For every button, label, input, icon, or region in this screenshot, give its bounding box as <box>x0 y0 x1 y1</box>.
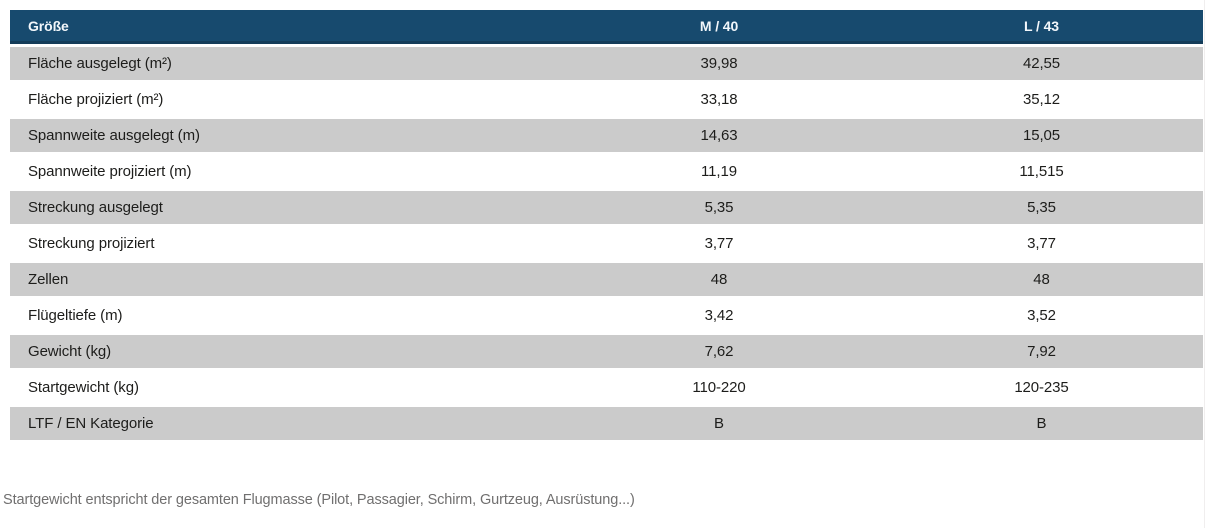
page-column-divider <box>1204 0 1205 528</box>
spec-value-cell: 14,63 <box>558 119 880 152</box>
spec-value-cell: 120-235 <box>880 371 1203 404</box>
spec-value-cell: 42,55 <box>880 47 1203 80</box>
spec-value-cell: 33,18 <box>558 83 880 116</box>
spec-value-cell: 11,19 <box>558 155 880 188</box>
spec-value-cell: 3,77 <box>880 227 1203 260</box>
glider-spec-table: Größe M / 40 L / 43 Fläche ausgelegt (m²… <box>10 7 1203 443</box>
spec-label-cell: Spannweite projiziert (m) <box>10 155 558 188</box>
spec-value-cell: B <box>880 407 1203 440</box>
spec-label-cell: Spannweite ausgelegt (m) <box>10 119 558 152</box>
table-row: Spannweite projiziert (m) 11,19 11,515 <box>10 155 1203 188</box>
spec-value-cell: 11,515 <box>880 155 1203 188</box>
column-header-l43: L / 43 <box>880 10 1203 44</box>
spec-value-cell: 39,98 <box>558 47 880 80</box>
spec-value-cell: 3,42 <box>558 299 880 332</box>
spec-label-cell: Fläche ausgelegt (m²) <box>10 47 558 80</box>
spec-value-cell: 7,92 <box>880 335 1203 368</box>
header-row: Größe M / 40 L / 43 <box>10 10 1203 44</box>
spec-value-cell: 15,05 <box>880 119 1203 152</box>
spec-label-cell: Streckung projiziert <box>10 227 558 260</box>
spec-label-cell: Zellen <box>10 263 558 296</box>
column-header-size: Größe <box>10 10 558 44</box>
spec-label-cell: Gewicht (kg) <box>10 335 558 368</box>
spec-label-cell: Fläche projiziert (m²) <box>10 83 558 116</box>
table-row: LTF / EN Kategorie B B <box>10 407 1203 440</box>
table-row: Fläche ausgelegt (m²) 39,98 42,55 <box>10 47 1203 80</box>
spec-label-cell: Flügeltiefe (m) <box>10 299 558 332</box>
table-row: Startgewicht (kg) 110-220 120-235 <box>10 371 1203 404</box>
table-row: Gewicht (kg) 7,62 7,92 <box>10 335 1203 368</box>
spec-value-cell: 110-220 <box>558 371 880 404</box>
column-header-m40: M / 40 <box>558 10 880 44</box>
spec-value-cell: 48 <box>880 263 1203 296</box>
spec-value-cell: 3,77 <box>558 227 880 260</box>
spec-label-cell: Streckung ausgelegt <box>10 191 558 224</box>
table-row: Streckung projiziert 3,77 3,77 <box>10 227 1203 260</box>
table-row: Zellen 48 48 <box>10 263 1203 296</box>
spec-label-cell: Startgewicht (kg) <box>10 371 558 404</box>
spec-value-cell: 5,35 <box>880 191 1203 224</box>
spec-value-cell: 48 <box>558 263 880 296</box>
spec-value-cell: 3,52 <box>880 299 1203 332</box>
spec-value-cell: B <box>558 407 880 440</box>
table-row: Streckung ausgelegt 5,35 5,35 <box>10 191 1203 224</box>
table-row: Fläche projiziert (m²) 33,18 35,12 <box>10 83 1203 116</box>
table-row: Spannweite ausgelegt (m) 14,63 15,05 <box>10 119 1203 152</box>
table-row: Flügeltiefe (m) 3,42 3,52 <box>10 299 1203 332</box>
spec-label-cell: LTF / EN Kategorie <box>10 407 558 440</box>
spec-value-cell: 5,35 <box>558 191 880 224</box>
spec-value-cell: 7,62 <box>558 335 880 368</box>
spec-value-cell: 35,12 <box>880 83 1203 116</box>
footnote: Startgewicht entspricht der gesamten Flu… <box>3 492 635 508</box>
